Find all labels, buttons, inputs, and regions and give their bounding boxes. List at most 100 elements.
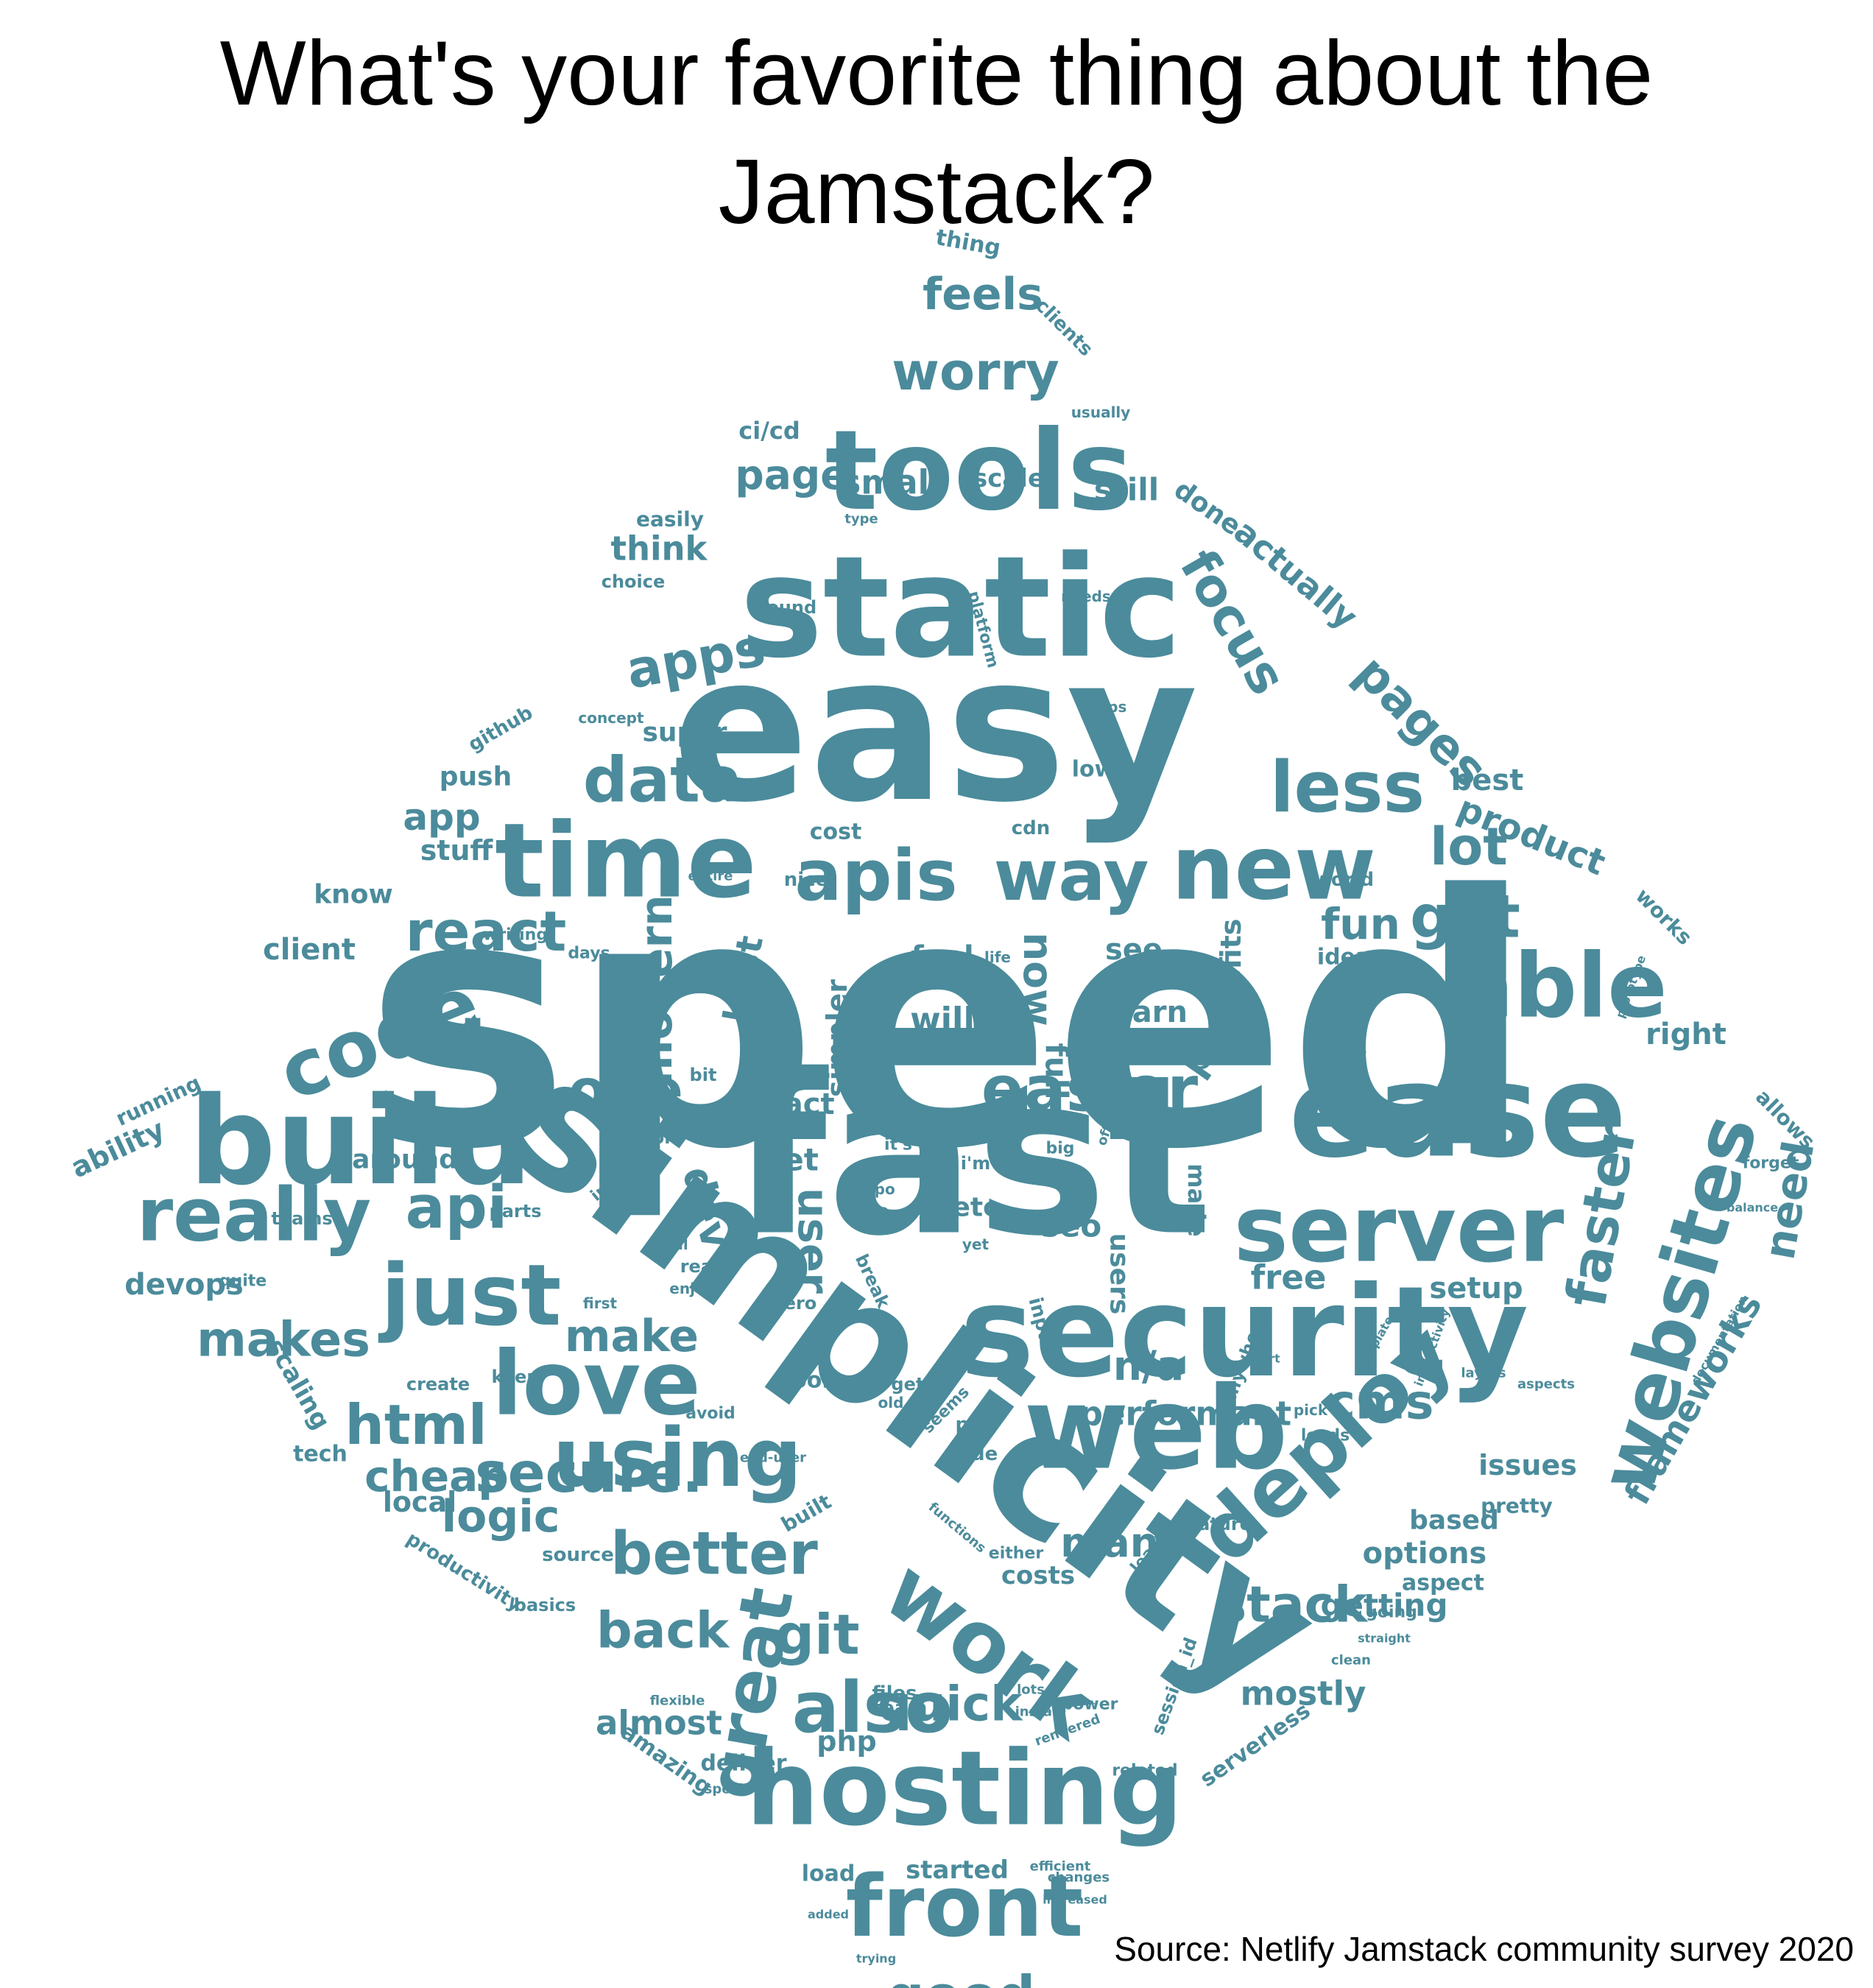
cloud-word: setup [1429, 1272, 1523, 1305]
cloud-word: app [403, 796, 480, 839]
cloud-word: short [1245, 1352, 1280, 1366]
cloud-word: ci/cd [738, 417, 800, 445]
cloud-word: pick [1294, 1401, 1328, 1419]
cloud-word: easily [636, 507, 704, 532]
cloud-word: react [406, 899, 567, 964]
cloud-word: days [568, 945, 610, 963]
cloud-word: github [465, 702, 537, 756]
cloud-word: clean [1331, 1653, 1371, 1668]
cloud-word: scale [973, 464, 1045, 493]
cloud-word: parts [490, 1201, 542, 1222]
cloud-word: found [759, 597, 816, 618]
cloud-word: tools [825, 407, 1134, 535]
cloud-word: seo [1041, 1208, 1101, 1244]
cloud-word: costs [1001, 1561, 1075, 1590]
cloud-word: free [1251, 1258, 1327, 1297]
cloud-word: world [1313, 869, 1374, 891]
cloud-word: cool [778, 1368, 829, 1394]
cloud-word: pretty [1481, 1494, 1553, 1518]
cloud-word: etc [953, 1193, 999, 1223]
cloud-word: know [314, 880, 393, 910]
cloud-word: needs [1061, 588, 1111, 605]
cloud-word: zero [774, 1293, 817, 1314]
cloud-word: going [1366, 1604, 1417, 1622]
cloud-word: security [960, 1260, 1528, 1406]
cloud-word: new [1171, 818, 1376, 920]
cloud-word: concept [578, 709, 644, 727]
cloud-word: made [1182, 1163, 1210, 1237]
cloud-word: create [406, 1374, 470, 1395]
cloud-word: cdn [1012, 817, 1051, 839]
cloud-word: devops [124, 1268, 244, 1302]
cloud-word: able [1454, 936, 1667, 1038]
cloud-word: pull [956, 1414, 996, 1436]
cloud-word: trying [856, 1952, 896, 1966]
cloud-word: api [406, 1174, 508, 1242]
cloud-word: apis [794, 836, 957, 917]
cloud-word: low [1072, 757, 1115, 783]
cloud-word: efficient [1030, 1859, 1091, 1875]
cloud-word: one [568, 1057, 683, 1122]
cloud-word: way [994, 836, 1149, 917]
cloud-word: error [623, 1127, 673, 1148]
cloud-word: avoid [685, 1405, 736, 1423]
figure-title: What's your favorite thing about the Jam… [219, 23, 1654, 244]
cloud-word: best [1451, 764, 1524, 797]
cloud-word: gets [891, 1374, 934, 1395]
cloud-word: aspects [1517, 1377, 1575, 1392]
cloud-word: deliver [700, 1751, 786, 1777]
cloud-word: stack [1217, 1576, 1369, 1635]
cloud-word: aspect [1402, 1571, 1484, 1596]
cloud-word: data [583, 744, 742, 817]
cloud-word: fun [1321, 899, 1400, 949]
cloud-word: specific [705, 1782, 761, 1797]
cloud-word: entire [688, 869, 733, 884]
cloud-word: using [553, 1411, 803, 1505]
cloud-word: cheap [364, 1451, 509, 1501]
cloud-word: straight [1358, 1632, 1411, 1646]
cloud-word: big [1045, 1140, 1074, 1158]
cloud-word: secure. [475, 1440, 703, 1505]
cloud-word: options [1363, 1537, 1487, 1571]
cloud-word: feels [923, 269, 1043, 320]
cloud-word: source [542, 1544, 614, 1566]
cloud-word: html [345, 1392, 487, 1457]
cloud-word: files [872, 1682, 917, 1705]
cloud-word: enjoy [669, 1280, 714, 1297]
cloud-word: push [440, 762, 512, 792]
cloud-word: even [934, 1115, 1003, 1145]
cloud-word: life [984, 948, 1011, 966]
cloud-word: modern [631, 895, 682, 1086]
cloud-word: page [735, 451, 847, 498]
cloud-word: will [910, 1001, 975, 1040]
cloud-word: basics [514, 1595, 576, 1615]
cloud-word: local [383, 1486, 456, 1518]
cloud-word: set [764, 1142, 819, 1178]
cloud-word: quite [219, 1272, 267, 1291]
cloud-word: love [492, 1333, 700, 1436]
cloud-word: via [856, 1199, 890, 1224]
cloud-word: simpler [821, 979, 853, 1097]
cloud-word: easy [671, 611, 1198, 847]
cloud-word: good [886, 1964, 1035, 1988]
cloud-word: performant [1079, 1395, 1291, 1434]
cloud-word: fast [731, 1028, 1213, 1285]
cloud-word: nature [1185, 1514, 1252, 1534]
cloud-word: user [789, 1188, 839, 1294]
cloud-word: right [1646, 1018, 1726, 1051]
cloud-word: keep [491, 1367, 539, 1387]
cloud-word: idea [1317, 945, 1370, 970]
cloud-word: load [802, 1861, 856, 1887]
cloud-word: install [1015, 1705, 1062, 1720]
cloud-word: well [415, 1014, 483, 1048]
cloud-word: build [189, 1071, 533, 1212]
cloud-word: make [565, 1311, 699, 1362]
cloud-word: almost [596, 1704, 722, 1743]
cloud-word: cost [810, 819, 862, 845]
cloud-word: end-user [740, 1451, 806, 1466]
cloud-word: small [842, 463, 941, 502]
cloud-word: changes [1048, 1870, 1110, 1886]
cloud-word: benefits [1215, 919, 1247, 1048]
cloud-word: worry [892, 342, 1059, 402]
cloud-word: forget [1743, 1155, 1799, 1173]
